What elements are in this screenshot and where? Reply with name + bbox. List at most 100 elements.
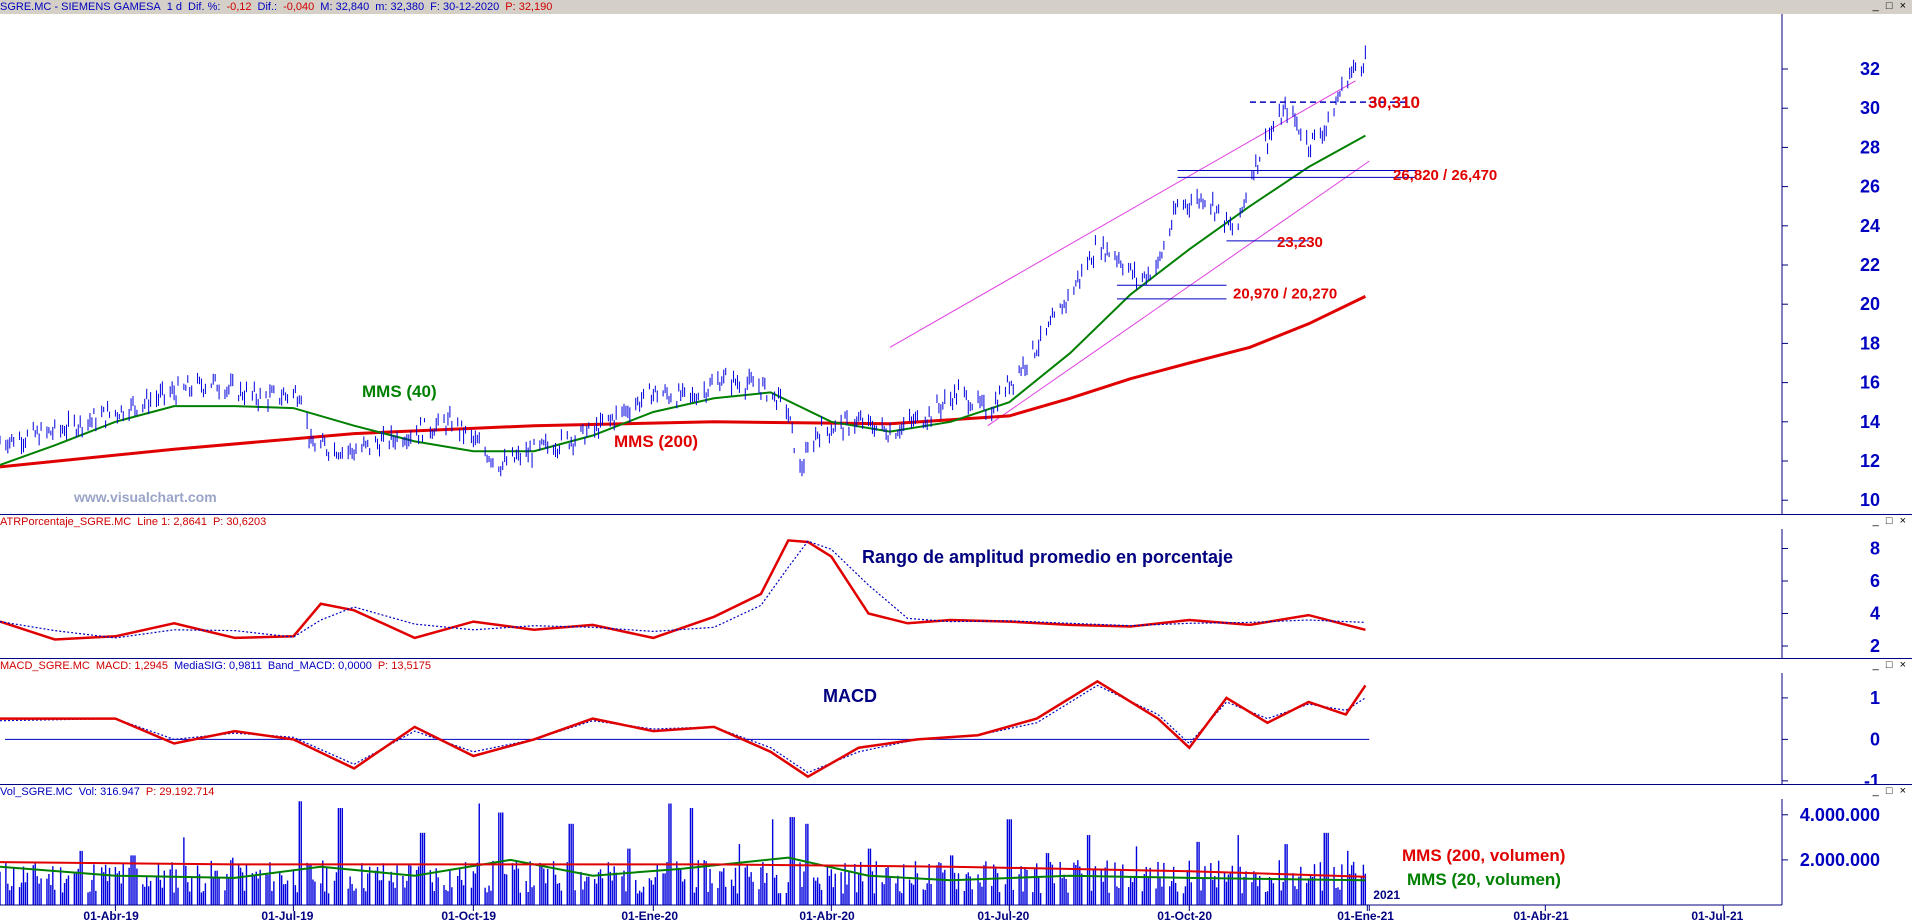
mms200-label: MMS (200) [614, 432, 698, 451]
y-tick-label: 2 [1870, 636, 1880, 656]
maximize-icon[interactable]: □ [1885, 785, 1895, 797]
header-field: P: 29.192.714 [145, 786, 215, 798]
level-label-20970-20270: 20,970 / 20,270 [1233, 285, 1337, 302]
header-field: ATRPorcentaje_SGRE.MC [0, 516, 132, 528]
maximize-icon[interactable]: □ [1885, 659, 1895, 671]
x-tick-label: 01-Oct-19 [441, 909, 496, 923]
header-field: M: 32,840 [320, 1, 370, 13]
y-tick-label: -1 [1864, 771, 1880, 785]
close-icon[interactable]: × [1899, 515, 1908, 527]
header-field: F: 30-12-2020 [430, 1, 500, 13]
mms40-label: MMS (40) [362, 382, 437, 401]
mms40-line [0, 134, 1366, 466]
window-controls: _ □ × [1873, 0, 1908, 12]
y-tick-label: 18 [1860, 333, 1880, 353]
header-field: Vol_SGRE.MC [0, 786, 73, 798]
volume-chart: 4.000.000 2.000.000 MMS (200, volumen) MMS … [0, 799, 1880, 923]
maximize-icon[interactable]: □ [1885, 0, 1895, 12]
x-tick-label: 01-Jul-19 [261, 909, 313, 923]
atr-pane-header: ATRPorcentaje_SGRE.MC Line 1: 2,8641 P: 30… [0, 515, 1912, 529]
minimize-icon[interactable]: _ [1872, 659, 1881, 671]
header-field: P: 13,5175 [377, 660, 432, 672]
maximize-icon[interactable]: □ [1885, 515, 1895, 527]
header-field: MediaSIG: 0,9811 [174, 660, 262, 672]
close-icon[interactable]: × [1899, 785, 1908, 797]
header-field: SGRE.MC - SIEMENS GAMESA [0, 1, 161, 13]
x-tick-label: 01-Jul-20 [977, 909, 1029, 923]
macd-line [0, 679, 1367, 779]
price-bars [0, 45, 1366, 477]
level-label-26820-26470: 26,820 / 26,470 [1393, 167, 1497, 184]
header-field: MACD: 1,2945 [95, 660, 168, 672]
price-chart: 10 12 14 16 18 20 22 24 26 28 30 32 MMS (40) MMS (200… [0, 14, 1880, 514]
y-tick-label: 8 [1870, 539, 1880, 559]
y-tick-label: 14 [1860, 412, 1880, 432]
y-tick-label: 22 [1860, 255, 1880, 275]
atr-chart: 2 4 6 8 Rango de amplitud promedio en porcen… [0, 529, 1880, 659]
atr-title: Rango de amplitud promedio en porcentaje [862, 547, 1233, 567]
macd-title: MACD [823, 686, 877, 706]
header-field: Band_MACD: 0,0000 [267, 660, 372, 672]
x-tick-label: 01-Oct-20 [1157, 909, 1212, 923]
volume-window-controls: _ □ × [1873, 785, 1908, 797]
y-tick-label: 32 [1860, 59, 1880, 79]
y-tick-label: 0 [1870, 729, 1880, 749]
x-tick-label: 01-Ene-20 [621, 909, 678, 923]
trend-channel-upper [889, 80, 1356, 348]
volume-mms20-line [0, 856, 1366, 882]
level-label-30310: 30,310 [1368, 93, 1420, 112]
y-tick-label: 4 [1870, 604, 1880, 624]
header-field: P: 30,6203 [212, 516, 267, 528]
y-tick-label: 20 [1860, 294, 1880, 314]
y-tick-label: 10 [1860, 490, 1880, 510]
volume-pane: 4.000.000 2.000.000 MMS (200, volumen) MMS … [0, 784, 1912, 923]
x-tick-label: 01-Jul-21 [1691, 909, 1743, 923]
macd-window-controls: _ □ × [1873, 659, 1908, 671]
minimize-icon[interactable]: _ [1872, 515, 1881, 527]
atr-signal-line [0, 540, 1366, 639]
macd-signal-line [0, 684, 1366, 774]
header-field: Dif.: [257, 1, 278, 13]
mms200-line [0, 295, 1367, 469]
volume-bars [0, 801, 1367, 905]
atr-window-controls: _ □ × [1873, 515, 1908, 527]
y-tick-label: 28 [1860, 137, 1880, 157]
x-tick-label: 01-Abr-20 [799, 909, 855, 923]
y-tick-label: 30 [1860, 98, 1880, 118]
atr-line [0, 539, 1366, 641]
volume-pane-header: Vol_SGRE.MC Vol: 316.947 P: 29.192.714 [0, 785, 1912, 799]
header-field: MACD_SGRE.MC [0, 660, 90, 672]
header-field: -0,12 [226, 1, 252, 13]
y-tick-label: 26 [1860, 177, 1880, 197]
watermark: www.visualchart.com [74, 489, 217, 505]
x-tick-label: 2021 [1373, 888, 1400, 902]
macd-chart: 1 0 -1 MACD [0, 673, 1880, 785]
close-icon[interactable]: × [1899, 0, 1908, 12]
header-field: 1 d [166, 1, 183, 13]
y-tick-label: 12 [1860, 451, 1880, 471]
y-tick-label: 4.000.000 [1800, 805, 1880, 825]
header-field: Line 1: 2,8641 [137, 516, 207, 528]
header-field: m: 32,380 [375, 1, 425, 13]
y-tick-label: 2.000.000 [1800, 850, 1880, 870]
y-tick-label: 1 [1870, 688, 1880, 708]
header-field: Dif. %: [188, 1, 221, 13]
trend-channel-lower [987, 160, 1370, 427]
x-tick-label: 01-Abr-19 [83, 909, 139, 923]
price-pane-header: SGRE.MC - SIEMENS GAMESA 1 d Dif. %: -0,12 D… [0, 0, 1912, 14]
minimize-icon[interactable]: _ [1872, 0, 1881, 12]
macd-pane-header: MACD_SGRE.MC MACD: 1,2945 MediaSIG: 0,9811… [0, 659, 1912, 673]
header-field: Vol: 316.947 [78, 786, 140, 798]
x-tick-label: 01-Ene-21 [1337, 909, 1394, 923]
y-tick-label: 6 [1870, 571, 1880, 591]
y-tick-label: 16 [1860, 373, 1880, 393]
atr-pane: 2 4 6 8 Rango de amplitud promedio en porcen… [0, 514, 1912, 659]
header-field: P: 32,190 [505, 1, 553, 13]
price-pane: 10 12 14 16 18 20 22 24 26 28 30 32 MMS (40) MMS (200… [0, 0, 1912, 514]
minimize-icon[interactable]: _ [1872, 785, 1881, 797]
close-icon[interactable]: × [1899, 659, 1908, 671]
volume-mms200-line [0, 861, 1366, 878]
macd-pane: 1 0 -1 MACD MACD_SGRE.MC MACD: 1,2945 MediaSI… [0, 658, 1912, 785]
x-tick-label: 01-Abr-21 [1513, 909, 1569, 923]
header-field: -0,040 [283, 1, 315, 13]
